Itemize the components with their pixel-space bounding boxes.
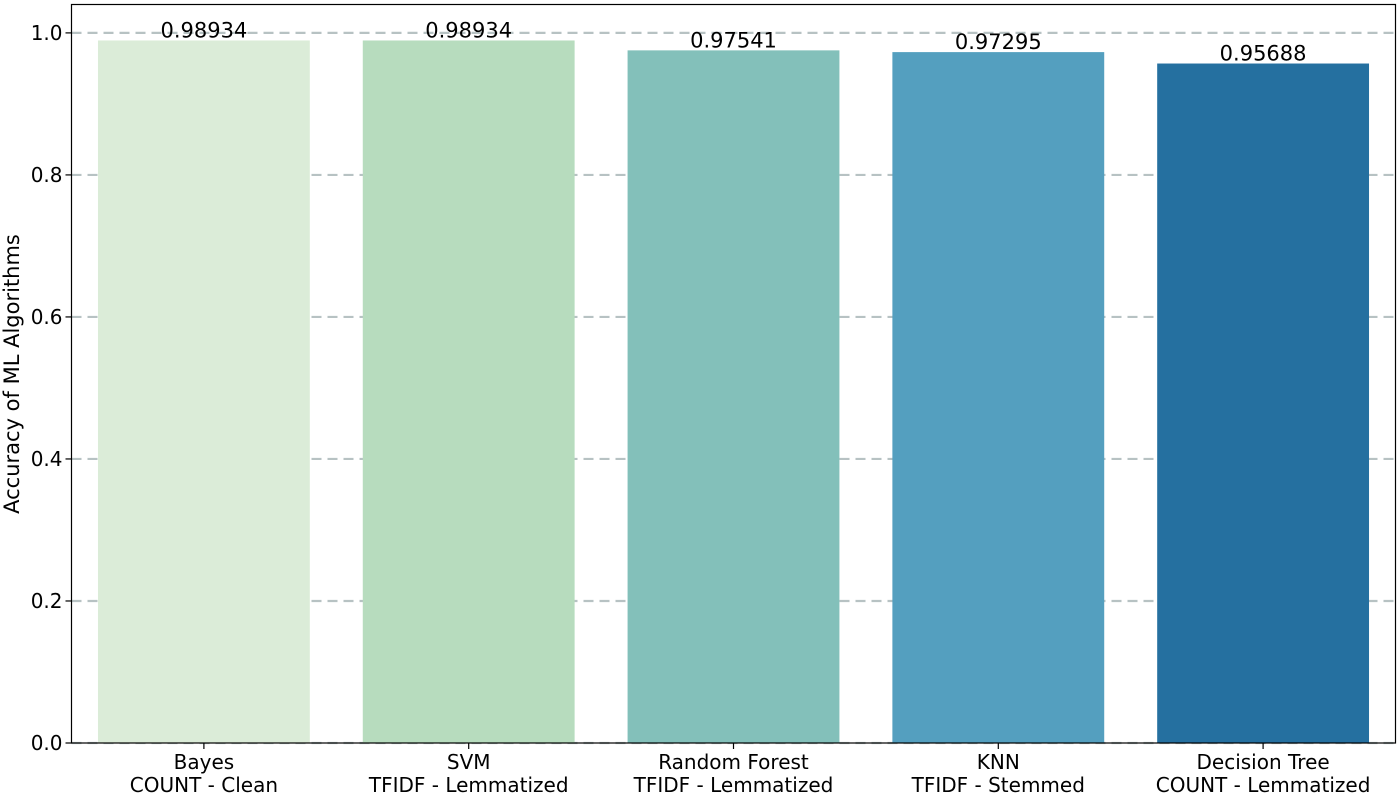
bar	[892, 52, 1105, 744]
bar	[627, 50, 840, 743]
y-tick-label: 0.0	[31, 731, 63, 755]
x-tick-label: SVM	[447, 750, 491, 774]
y-tick-label: 0.2	[31, 589, 63, 613]
y-axis: 0.0 0.2 0.4 0.6 0.8 1.0	[31, 21, 72, 755]
bar-value-label: 0.98934	[425, 18, 512, 42]
x-tick-label: Random Forest	[658, 750, 809, 774]
data-label-layer: 0.98934 0.98934 0.97541 0.97295 0.95688	[160, 18, 1306, 65]
bar-value-label: 0.97541	[690, 28, 777, 52]
y-tick-label: 0.8	[31, 163, 63, 187]
bar	[1157, 63, 1370, 743]
x-tick-label: COUNT - Clean	[130, 773, 278, 797]
x-tick-label: COUNT - Lemmatized	[1156, 773, 1371, 797]
x-tick-label: TFIDF - Lemmatized	[368, 773, 569, 797]
x-tick-label: TFIDF - Stemmed	[911, 773, 1085, 797]
y-tick-label: 0.4	[31, 447, 63, 471]
y-axis-title: Accuracy of ML Algorithms	[0, 234, 24, 514]
bar-layer	[97, 40, 1370, 744]
bar	[362, 40, 575, 744]
y-tick-label: 1.0	[31, 21, 63, 45]
bar-value-label: 0.95688	[1220, 42, 1307, 66]
bar	[97, 40, 310, 744]
x-tick-label: KNN	[977, 750, 1020, 774]
x-tick-label: TFIDF - Lemmatized	[633, 773, 834, 797]
bar-value-label: 0.98934	[160, 18, 247, 42]
plot-frame	[70, 3, 1397, 744]
x-tick-label: Bayes	[174, 750, 235, 774]
bar-value-label: 0.97295	[955, 30, 1042, 54]
y-tick-label: 0.6	[31, 305, 63, 329]
x-tick-label: Decision Tree	[1197, 750, 1330, 774]
